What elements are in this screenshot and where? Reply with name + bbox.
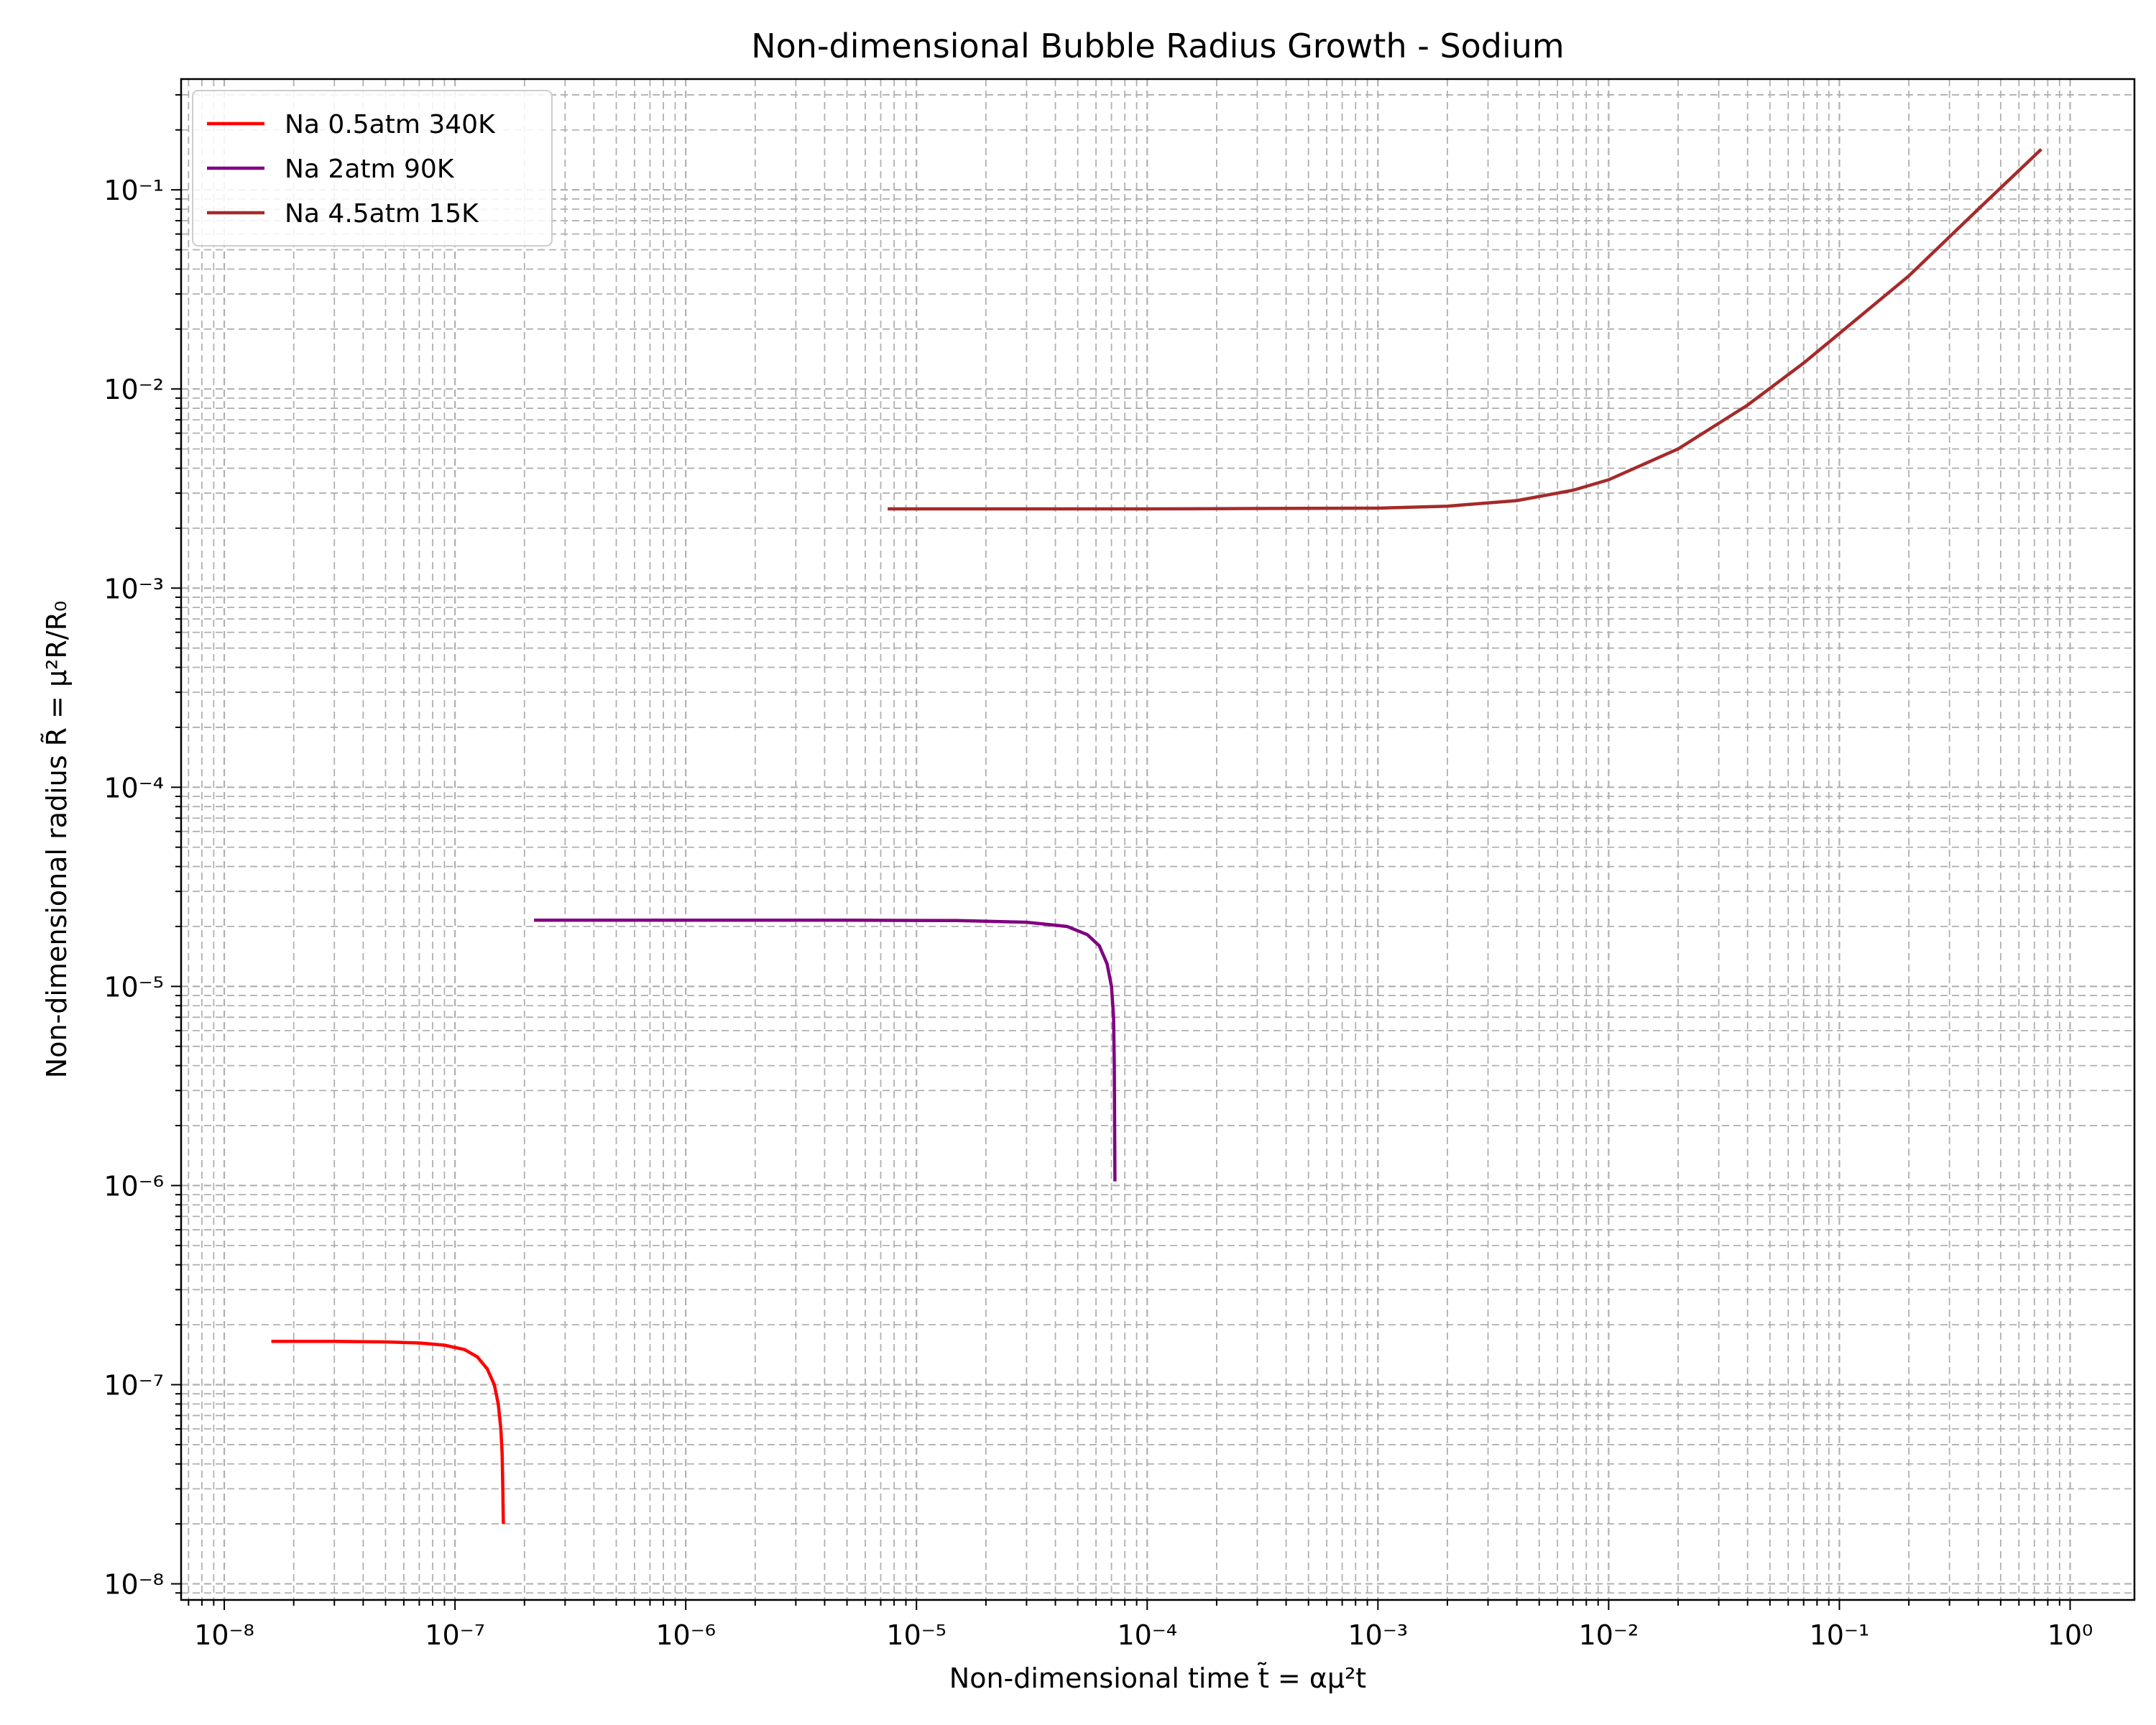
x-tick-label: 10⁻⁵ xyxy=(886,1619,946,1651)
y-tick-label: 10⁻⁶ xyxy=(103,1170,164,1202)
legend-label-3: Na 4.5atm 15K xyxy=(285,199,479,229)
plot-frame xyxy=(180,78,2136,1601)
series-line-2 xyxy=(534,919,1117,1182)
y-tick-label: 10⁻¹ xyxy=(103,175,164,206)
x-tick-label: 10⁻³ xyxy=(1348,1619,1409,1651)
y-axis-label: Non-dimensional radius R̃ = μ²R/R₀ xyxy=(41,601,73,1078)
y-tick-label: 10⁻³ xyxy=(103,573,164,604)
series-lines xyxy=(271,147,2042,1524)
x-tick-label: 10⁻⁶ xyxy=(655,1619,716,1651)
y-tick-label: 10⁻⁸ xyxy=(103,1569,164,1601)
y-tick-label: 10⁻⁵ xyxy=(103,971,164,1003)
x-axis-label: Non-dimensional time t̃ = αμ²t xyxy=(949,1662,1366,1694)
series-line-1 xyxy=(271,1340,505,1524)
y-tick-label: 10⁻⁴ xyxy=(103,772,164,804)
y-tick-label: 10⁻⁷ xyxy=(103,1370,164,1402)
x-tick-label: 10⁻² xyxy=(1579,1619,1639,1651)
x-tick-label: 10⁻⁴ xyxy=(1117,1619,1177,1651)
axis-ticks: 10⁻⁸ 10⁻⁷ 10⁻⁶ 10⁻⁵ 10⁻⁴ 10⁻³ 10⁻² 10⁻¹ 10⁰ 10⁻⁸ 1… xyxy=(103,93,2093,1651)
legend-box xyxy=(192,90,553,247)
x-tick-label: 10⁰ xyxy=(2047,1619,2093,1651)
x-tick-label: 10⁻¹ xyxy=(1810,1619,1870,1651)
legend-label-1: Na 0.5atm 340K xyxy=(285,110,496,139)
chart-title: Non-dimensional Bubble Radius Growth - S… xyxy=(751,27,1565,65)
x-tick-label: 10⁻⁸ xyxy=(194,1619,254,1651)
series-line-3 xyxy=(888,147,2042,511)
x-tick-label: 10⁻⁷ xyxy=(425,1619,485,1651)
y-tick-label: 10⁻² xyxy=(103,374,164,405)
legend: Na 0.5atm 340K Na 2atm 90K Na 4.5atm 15K xyxy=(192,90,553,247)
legend-label-2: Na 2atm 90K xyxy=(285,155,455,184)
